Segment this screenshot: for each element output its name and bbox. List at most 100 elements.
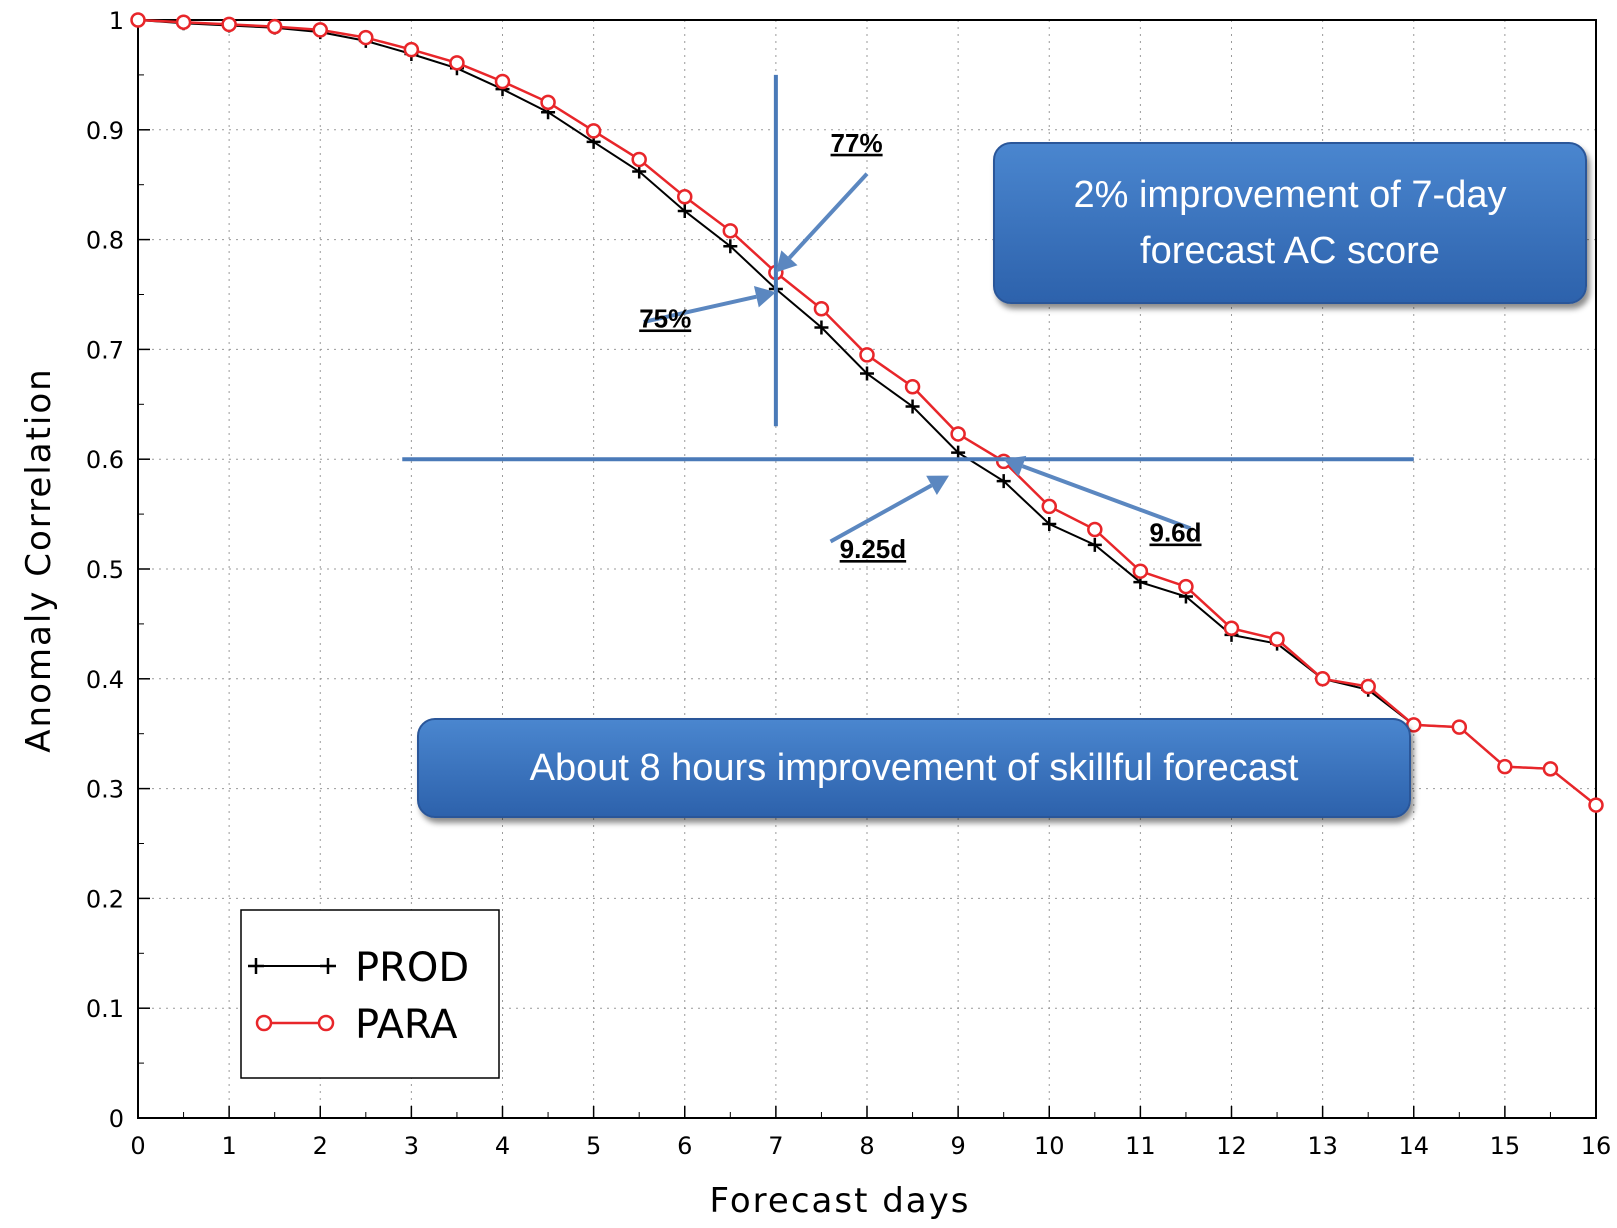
series-para xyxy=(130,12,1604,813)
y-tick-label-0.6: 0.6 xyxy=(86,446,124,474)
arrow-head xyxy=(926,475,950,496)
x-tick-label-16: 16 xyxy=(1581,1132,1612,1160)
point-para xyxy=(631,151,647,168)
arrow-shaft xyxy=(787,172,869,260)
annotations: 77% 75% 9.25d 9.6d xyxy=(639,128,1201,564)
x-tick-label-8: 8 xyxy=(859,1132,874,1160)
point-para xyxy=(312,22,328,38)
x-tick-label-0: 0 xyxy=(130,1132,145,1160)
arrow-shaft xyxy=(643,294,757,324)
point-para xyxy=(1132,563,1149,579)
x-tick-label-1: 1 xyxy=(221,1132,236,1160)
point-prod xyxy=(723,239,738,254)
point-prod xyxy=(905,399,920,414)
legend: PROD PARA xyxy=(240,909,500,1079)
y-tick-label-0.5: 0.5 xyxy=(86,556,124,584)
point-para xyxy=(722,223,739,239)
y-tick-label-0.9: 0.9 xyxy=(86,117,124,145)
point-prod xyxy=(996,474,1011,489)
y-tick-label-0: 0 xyxy=(109,1105,124,1133)
reference-lines xyxy=(402,74,1414,462)
arrow-head xyxy=(1003,455,1027,477)
arrow-96d xyxy=(1003,455,1192,531)
y-tick-label-0.3: 0.3 xyxy=(86,776,124,804)
callout-skillful-forecast: About 8 hours improvement of skillful fo… xyxy=(417,718,1411,818)
point-para xyxy=(266,18,283,35)
point-para xyxy=(677,189,693,205)
point-prod xyxy=(814,320,829,335)
legend-prod-label: PROD xyxy=(355,945,469,991)
point-para xyxy=(1041,498,1057,515)
x-tick-label-6: 6 xyxy=(677,1132,692,1160)
y-tick-label-0.2: 0.2 xyxy=(86,885,124,913)
point-para xyxy=(403,41,420,58)
point-para xyxy=(130,12,146,28)
point-para xyxy=(1542,761,1559,777)
x-tick-label-15: 15 xyxy=(1490,1132,1521,1160)
point-para xyxy=(175,14,192,30)
point-para xyxy=(358,29,374,46)
annotation-label-77: 77% xyxy=(831,128,883,158)
arrow-shaft xyxy=(829,483,933,544)
legend-box xyxy=(240,909,500,1079)
x-tick-label-5: 5 xyxy=(586,1132,601,1160)
y-tick-label-0.8: 0.8 xyxy=(86,227,124,255)
legend-prod-marker-left xyxy=(248,958,264,974)
point-para xyxy=(859,347,875,363)
callout-7day-line-2: forecast AC score xyxy=(1140,230,1440,272)
point-prod xyxy=(677,204,692,219)
point-para xyxy=(1269,631,1285,648)
y-tick-label-1: 1 xyxy=(109,7,124,35)
x-tick-label-12: 12 xyxy=(1216,1132,1247,1160)
callout-7day-improvement: 2% improvement of 7-day forecast AC scor… xyxy=(993,142,1587,304)
point-para xyxy=(494,73,511,90)
series-layer xyxy=(130,12,1604,813)
arrow-77 xyxy=(775,172,869,273)
point-para xyxy=(585,123,602,139)
legend-para-marker-right xyxy=(317,1014,335,1032)
legend-prod-marker-right xyxy=(320,958,336,974)
annotation-label-925d: 9.25d xyxy=(840,534,907,564)
point-para xyxy=(1178,578,1194,595)
arrow-head xyxy=(775,250,798,273)
x-axis-title: Forecast days xyxy=(710,1181,971,1221)
point-para xyxy=(221,16,237,33)
y-axis-title: Anomaly Correlation xyxy=(19,367,59,752)
point-para xyxy=(1497,758,1513,775)
y-tick-label-0.1: 0.1 xyxy=(86,995,124,1023)
arrow-shaft xyxy=(1021,464,1192,531)
legend-para-marker-left xyxy=(255,1014,273,1032)
x-tick-label-9: 9 xyxy=(950,1132,965,1160)
arrow-head xyxy=(753,285,776,308)
x-tick-label-11: 11 xyxy=(1125,1132,1156,1160)
point-para xyxy=(449,55,465,71)
point-para xyxy=(813,301,830,317)
point-para xyxy=(1087,521,1103,538)
arrow-925d xyxy=(829,475,950,544)
x-tick-label-7: 7 xyxy=(768,1132,783,1160)
annotation-label-96d: 9.6d xyxy=(1149,518,1201,548)
callout-skillful-line-1: About 8 hours improvement of skillful fo… xyxy=(529,746,1299,789)
x-tick-label-13: 13 xyxy=(1307,1132,1338,1160)
y-tick-label-0.4: 0.4 xyxy=(86,666,124,694)
point-prod xyxy=(1042,516,1057,531)
x-tick-label-3: 3 xyxy=(404,1132,419,1160)
point-para xyxy=(1314,671,1331,687)
point-prod xyxy=(860,366,874,381)
callout-7day-line-1: 2% improvement of 7-day xyxy=(1073,174,1507,216)
axis-ticks: 0 1 2 3 4 5 6 7 8 9 10 11 12 13 14 15 1600.10.20.30.40.5… xyxy=(86,7,1611,1160)
point-para xyxy=(1360,678,1376,695)
point-para xyxy=(1451,719,1468,735)
point-para xyxy=(904,378,921,395)
point-para xyxy=(1588,797,1604,813)
arrow-75 xyxy=(643,285,776,324)
x-tick-label-14: 14 xyxy=(1398,1132,1429,1160)
point-para xyxy=(540,94,556,111)
x-tick-label-4: 4 xyxy=(495,1132,510,1160)
annotation-label-75: 75% xyxy=(639,303,691,333)
point-para xyxy=(950,426,966,442)
x-tick-label-2: 2 xyxy=(313,1132,328,1160)
point-prod xyxy=(1087,537,1102,552)
y-tick-label-0.7: 0.7 xyxy=(86,336,124,364)
